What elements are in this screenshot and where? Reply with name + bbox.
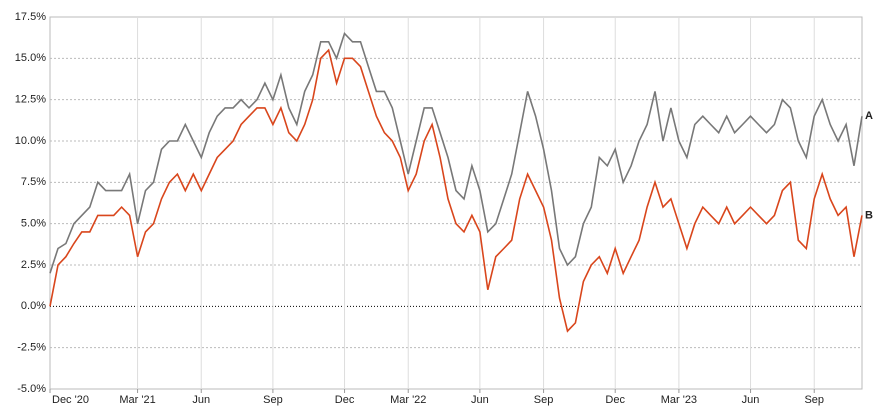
x-tick-label: Dec [335, 394, 355, 406]
x-tick-label: Mar '23 [661, 394, 697, 406]
y-tick-label: 0.0% [21, 300, 46, 312]
x-tick-label: Sep [804, 394, 824, 406]
x-tick-label: Mar '22 [390, 394, 426, 406]
x-tick-label: Dec [605, 394, 625, 406]
x-tick-label: Sep [263, 394, 283, 406]
series-end-label: A [865, 110, 873, 122]
series-line [49, 48, 863, 333]
y-tick-label: -5.0% [17, 383, 46, 395]
y-tick-label: -2.5% [17, 342, 46, 354]
y-tick-label: 10.0% [15, 135, 46, 147]
y-tick-label: 17.5% [15, 11, 46, 23]
x-tick-label: Mar '21 [119, 394, 155, 406]
y-tick-label: 15.0% [15, 52, 46, 64]
y-tick-label: 5.0% [21, 218, 46, 230]
x-tick-label: Jun [742, 394, 760, 406]
y-tick-label: 2.5% [21, 259, 46, 271]
x-tick-label: Dec '20 [52, 394, 89, 406]
series-line [49, 31, 863, 274]
y-tick-label: 7.5% [21, 176, 46, 188]
y-tick-label: 12.5% [15, 94, 46, 106]
x-tick-label: Sep [534, 394, 554, 406]
x-tick-label: Jun [471, 394, 489, 406]
series-end-label: B [865, 209, 873, 221]
x-tick-label: Jun [192, 394, 210, 406]
plot-frame [49, 16, 863, 390]
